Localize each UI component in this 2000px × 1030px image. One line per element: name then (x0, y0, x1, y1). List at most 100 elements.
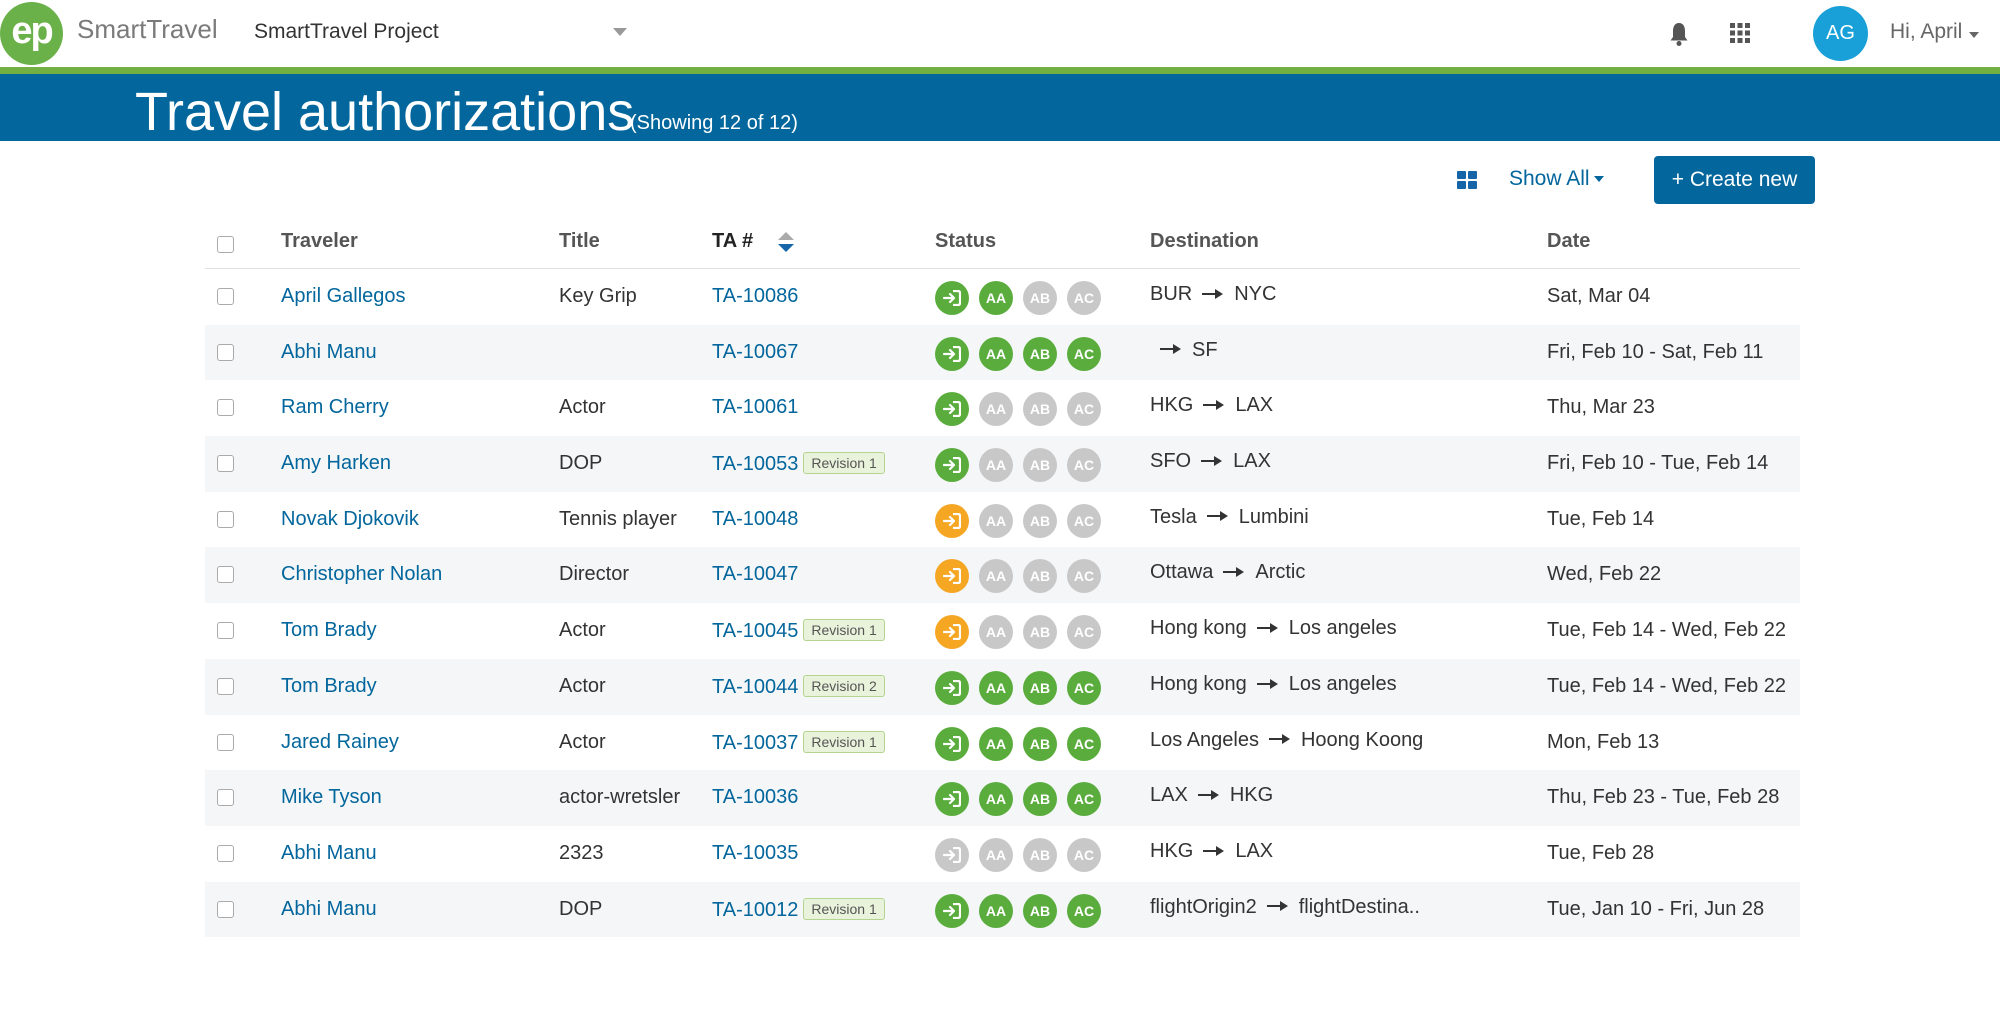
ta-number-link[interactable]: TA-10044 (712, 675, 799, 698)
table-row[interactable]: Tom Brady Actor TA-10044 Revision 2 AA AB AC Ho… (205, 658, 1800, 715)
submission-status-dot[interactable] (935, 670, 969, 705)
approval-status-ab[interactable]: AB (1023, 281, 1057, 315)
ta-number-link[interactable]: TA-10048 (712, 507, 799, 530)
submission-status-dot[interactable] (935, 893, 969, 928)
ta-number-link[interactable]: TA-10036 (712, 786, 799, 809)
table-row[interactable]: Amy Harken DOP TA-10053 Revision 1 AA AB AC SFO… (205, 436, 1800, 492)
traveler-link[interactable]: Abhi Manu (281, 897, 377, 920)
approval-status-aa[interactable]: AA (979, 448, 1013, 483)
ta-number-link[interactable]: TA-10067 (712, 340, 799, 363)
approval-status-aa[interactable]: AA (979, 893, 1013, 928)
avatar[interactable]: AG (1813, 6, 1868, 61)
ta-number-link[interactable]: TA-10047 (712, 563, 799, 586)
submission-status-dot[interactable] (935, 782, 969, 817)
approval-status-ac[interactable]: AC (1067, 503, 1101, 538)
col-traveler[interactable]: Traveler (281, 230, 358, 252)
approval-status-aa[interactable]: AA (979, 837, 1013, 872)
approval-status-ab[interactable]: AB (1023, 392, 1057, 427)
approval-status-ab[interactable]: AB (1023, 726, 1057, 761)
table-row[interactable]: Christopher Nolan Director TA-10047 AA AB AC O… (205, 547, 1800, 604)
approval-status-ac[interactable]: AC (1067, 837, 1101, 872)
submission-status-dot[interactable] (935, 503, 969, 538)
row-checkbox[interactable] (217, 510, 234, 528)
table-row[interactable]: Abhi Manu TA-10067 AA AB AC SF Fri, Feb 10 - S… (205, 324, 1800, 381)
bell-icon[interactable] (1669, 22, 1689, 46)
traveler-link[interactable]: Christopher Nolan (281, 563, 443, 586)
table-row[interactable]: Tom Brady Actor TA-10045 Revision 1 AA AB AC Ho… (205, 603, 1800, 659)
table-row[interactable]: Novak Djokovik Tennis player TA-10048 AA AB A… (205, 492, 1800, 548)
ep-logo[interactable]: ep (0, 2, 63, 65)
grid-view-icon[interactable] (1457, 171, 1479, 191)
ta-number-link[interactable]: TA-10012 (712, 898, 799, 921)
approval-status-ab[interactable]: AB (1023, 559, 1057, 594)
apps-grid-icon[interactable] (1730, 23, 1750, 43)
ta-number-link[interactable]: TA-10035 (712, 841, 799, 864)
row-checkbox[interactable] (217, 677, 234, 695)
approval-status-ab[interactable]: AB (1023, 670, 1057, 705)
row-checkbox[interactable] (217, 343, 234, 361)
submission-status-dot[interactable] (935, 615, 969, 650)
table-row[interactable]: Jared Rainey Actor TA-10037 Revision 1 AA AB A… (205, 715, 1800, 771)
approval-status-ac[interactable]: AC (1067, 893, 1101, 928)
approval-status-aa[interactable]: AA (979, 392, 1013, 427)
traveler-link[interactable]: Novak Djokovik (281, 507, 419, 530)
approval-status-aa[interactable]: AA (979, 726, 1013, 761)
approval-status-ac[interactable]: AC (1067, 336, 1101, 371)
approval-status-ac[interactable]: AC (1067, 281, 1101, 315)
submission-status-dot[interactable] (935, 726, 969, 761)
table-row[interactable]: Abhi Manu DOP TA-10012 Revision 1 AA AB AC flig… (205, 881, 1800, 938)
filter-dropdown[interactable]: Show All (1509, 167, 1604, 191)
project-selector[interactable]: SmartTravel Project (254, 20, 439, 43)
traveler-link[interactable]: Abhi Manu (281, 340, 377, 363)
traveler-link[interactable]: Tom Brady (281, 619, 377, 642)
table-row[interactable]: April Gallegos Key Grip TA-10086 AA AB AC BUR N… (205, 269, 1800, 325)
row-checkbox[interactable] (217, 900, 234, 918)
col-date[interactable]: Date (1547, 230, 1591, 252)
traveler-link[interactable]: Tom Brady (281, 674, 377, 697)
row-checkbox[interactable] (217, 789, 234, 807)
approval-status-aa[interactable]: AA (979, 503, 1013, 538)
traveler-link[interactable]: Amy Harken (281, 452, 392, 475)
ta-number-link[interactable]: TA-10061 (712, 396, 799, 419)
traveler-link[interactable]: Jared Rainey (281, 730, 399, 753)
table-row[interactable]: Abhi Manu 2323 TA-10035 AA AB AC HKG LAX Tue, Fe… (205, 826, 1800, 882)
row-checkbox[interactable] (217, 288, 234, 305)
col-destination[interactable]: Destination (1150, 230, 1259, 252)
approval-status-ab[interactable]: AB (1023, 448, 1057, 483)
submission-status-dot[interactable] (935, 392, 969, 427)
traveler-link[interactable]: Mike Tyson (281, 786, 382, 809)
approval-status-ac[interactable]: AC (1067, 782, 1101, 817)
row-checkbox[interactable] (217, 399, 234, 417)
row-checkbox[interactable] (217, 844, 234, 862)
col-title[interactable]: Title (559, 230, 600, 252)
row-checkbox[interactable] (217, 733, 234, 751)
create-new-button[interactable]: + Create new (1654, 156, 1815, 204)
row-checkbox[interactable] (217, 566, 234, 584)
ta-number-link[interactable]: TA-10037 (712, 731, 799, 754)
sort-icon[interactable] (778, 232, 794, 254)
ta-number-link[interactable]: TA-10053 (712, 453, 799, 476)
col-ta-number[interactable]: TA # (712, 230, 754, 252)
ta-number-link[interactable]: TA-10086 (712, 285, 799, 307)
approval-status-ab[interactable]: AB (1023, 615, 1057, 650)
approval-status-ac[interactable]: AC (1067, 392, 1101, 427)
submission-status-dot[interactable] (935, 281, 969, 315)
chevron-down-icon[interactable] (613, 28, 627, 36)
traveler-link[interactable]: Ram Cherry (281, 396, 389, 419)
approval-status-ab[interactable]: AB (1023, 837, 1057, 872)
approval-status-ac[interactable]: AC (1067, 670, 1101, 705)
approval-status-aa[interactable]: AA (979, 336, 1013, 371)
approval-status-aa[interactable]: AA (979, 559, 1013, 594)
submission-status-dot[interactable] (935, 336, 969, 371)
ta-number-link[interactable]: TA-10045 (712, 620, 799, 643)
approval-status-ab[interactable]: AB (1023, 336, 1057, 371)
table-row[interactable]: Mike Tyson actor-wretsler TA-10036 AA AB AC LA… (205, 770, 1800, 826)
submission-status-dot[interactable] (935, 559, 969, 594)
approval-status-ac[interactable]: AC (1067, 559, 1101, 594)
approval-status-ab[interactable]: AB (1023, 503, 1057, 538)
approval-status-aa[interactable]: AA (979, 615, 1013, 650)
approval-status-ab[interactable]: AB (1023, 893, 1057, 928)
caret-down-icon[interactable] (1969, 32, 1979, 38)
row-checkbox[interactable] (217, 622, 234, 640)
approval-status-ac[interactable]: AC (1067, 448, 1101, 483)
